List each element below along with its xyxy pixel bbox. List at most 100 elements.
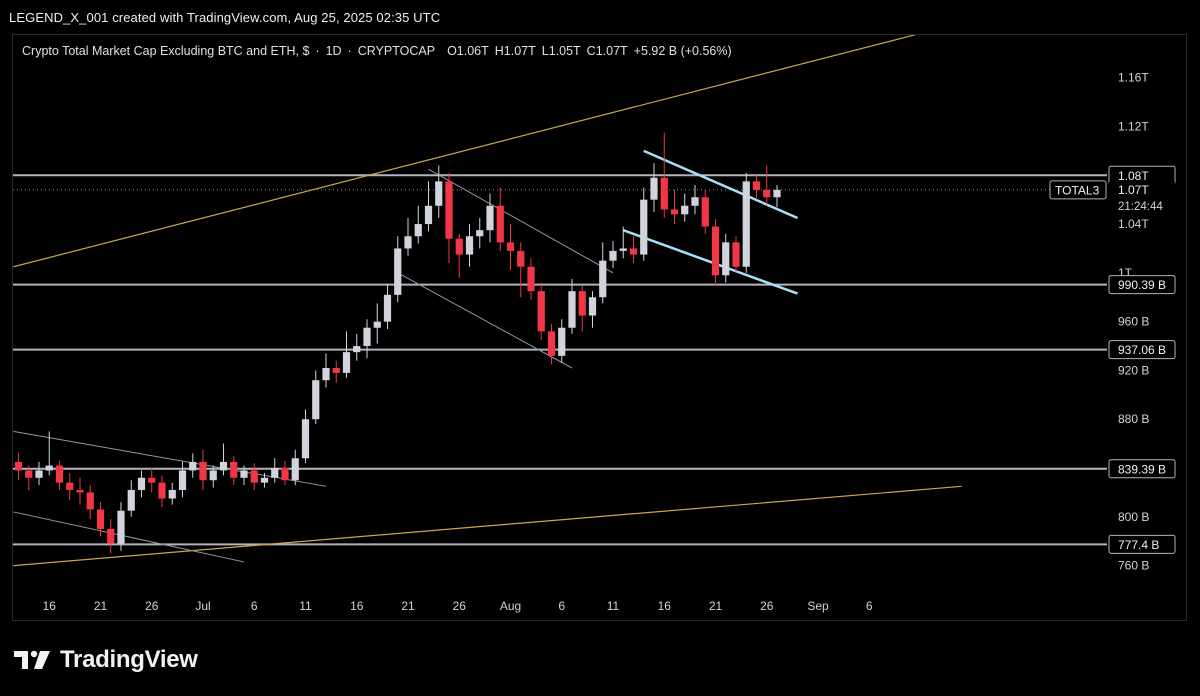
candle-body[interactable] (722, 242, 730, 276)
candle-body[interactable] (558, 327, 566, 356)
trend-lower-line[interactable] (13, 485, 962, 567)
candle-body[interactable] (137, 477, 146, 490)
candle-body[interactable] (301, 419, 310, 459)
candle-body[interactable] (322, 368, 330, 381)
candle-body[interactable] (455, 238, 463, 255)
flag-upper-line[interactable] (643, 149, 798, 220)
candle-body[interactable] (353, 346, 361, 353)
candle-body[interactable] (650, 177, 658, 200)
desc-upper-line[interactable] (428, 168, 614, 274)
candle-body[interactable] (537, 291, 545, 332)
candle-body[interactable] (773, 189, 781, 198)
candle-body[interactable] (25, 470, 33, 478)
candle-body[interactable] (599, 260, 607, 298)
candle-body[interactable] (363, 327, 371, 347)
candle-body[interactable] (394, 248, 402, 295)
candle-body[interactable] (373, 321, 381, 328)
x-axis-tick-label: 26 (760, 599, 774, 613)
candle-body[interactable] (660, 177, 668, 210)
interval-label[interactable]: 1D (325, 44, 342, 58)
candle-body[interactable] (486, 205, 494, 231)
candle-body[interactable] (681, 205, 689, 215)
level-price-label: 990.39 B (1118, 278, 1166, 292)
desc-lower-line[interactable] (397, 272, 573, 369)
chart-header: LEGEND_X_001 created with TradingView.co… (9, 10, 441, 25)
candle-body[interactable] (588, 297, 597, 316)
tradingview-branding[interactable]: TradingView (14, 646, 198, 674)
channel-lower-line[interactable] (13, 511, 245, 563)
candle-body[interactable] (14, 461, 23, 471)
candle-body[interactable] (76, 489, 84, 493)
candle-body[interactable] (55, 465, 64, 483)
candle-body[interactable] (168, 489, 176, 499)
candle-body[interactable] (629, 248, 638, 255)
candle-body[interactable] (281, 468, 289, 481)
candle-body[interactable] (219, 461, 228, 471)
candle-body[interactable] (291, 458, 299, 481)
candle-body[interactable] (332, 368, 340, 373)
x-axis-tick-label: 21 (709, 599, 723, 613)
y-axis-tick-label: 1.16T (1118, 71, 1149, 85)
candle-body[interactable] (189, 461, 197, 471)
candle-body[interactable] (107, 529, 115, 544)
candle-body[interactable] (752, 181, 761, 190)
flag-lower-line[interactable] (622, 228, 798, 295)
candle-body[interactable] (199, 461, 207, 481)
candle-body[interactable] (158, 482, 166, 499)
legend-separator: · (315, 44, 320, 58)
candle-body[interactable] (691, 197, 699, 206)
candle-body[interactable] (414, 224, 422, 237)
candle-body[interactable] (66, 482, 74, 490)
candle-body[interactable] (117, 510, 125, 544)
candle-body[interactable] (271, 468, 279, 478)
candle-body[interactable] (260, 477, 269, 483)
y-axis-tick-label: 920 B (1118, 363, 1149, 377)
candle-body[interactable] (568, 291, 576, 328)
x-axis-tick-label: Aug (500, 599, 521, 613)
candle-body[interactable] (609, 250, 617, 261)
candle-body[interactable] (619, 248, 627, 251)
candle-body[interactable] (404, 236, 412, 249)
x-axis-tick-label: 6 (251, 599, 258, 613)
y-axis-tick-label: 1.12T (1118, 119, 1149, 133)
candle-body[interactable] (742, 181, 750, 267)
candle-body[interactable] (670, 209, 679, 215)
candle-body[interactable] (465, 236, 474, 255)
symbol-title: Crypto Total Market Cap Excluding BTC an… (22, 44, 310, 58)
candle-body[interactable] (435, 181, 443, 206)
candle-body[interactable] (178, 470, 187, 490)
candle-body[interactable] (445, 181, 453, 239)
candle-body[interactable] (45, 465, 53, 471)
candle-body[interactable] (527, 266, 535, 292)
candle-body[interactable] (342, 352, 351, 373)
candle-body[interactable] (640, 199, 648, 255)
candle-body[interactable] (732, 242, 740, 267)
candle-body[interactable] (240, 470, 248, 478)
trend-upper-line[interactable] (13, 23, 961, 268)
legend-separator: · (347, 44, 352, 58)
candle-body[interactable] (86, 492, 94, 510)
candle-body[interactable] (763, 189, 771, 198)
candle-body[interactable] (547, 331, 556, 356)
x-axis-tick-label: 26 (145, 599, 159, 613)
candle-body[interactable] (517, 250, 525, 267)
candle-body[interactable] (230, 461, 238, 478)
candle-body[interactable] (701, 197, 709, 227)
candle-body[interactable] (312, 380, 320, 420)
candle-body[interactable] (383, 294, 392, 322)
x-axis-tick-label: 11 (299, 599, 312, 613)
candle-body[interactable] (476, 230, 484, 237)
candle-body[interactable] (711, 226, 720, 276)
x-axis-tick-label: 6 (866, 599, 873, 613)
candle-body[interactable] (148, 477, 156, 483)
candle-body[interactable] (96, 509, 105, 530)
candle-body[interactable] (209, 470, 217, 481)
candle-body[interactable] (424, 205, 433, 225)
candle-body[interactable] (250, 470, 258, 483)
candle-body[interactable] (127, 489, 135, 511)
candle-body[interactable] (496, 205, 504, 243)
candle-body[interactable] (506, 242, 515, 251)
candle-body[interactable] (578, 291, 586, 316)
candle-body[interactable] (35, 470, 43, 478)
